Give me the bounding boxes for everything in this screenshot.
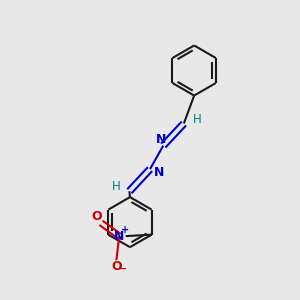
Text: O: O	[91, 211, 102, 224]
Text: N: N	[154, 166, 164, 178]
Text: +: +	[121, 225, 129, 235]
Text: N: N	[156, 133, 166, 146]
Text: H: H	[112, 180, 121, 193]
Text: O: O	[111, 260, 122, 273]
Text: −: −	[118, 264, 128, 274]
Text: H: H	[193, 112, 202, 126]
Text: N: N	[114, 230, 124, 243]
